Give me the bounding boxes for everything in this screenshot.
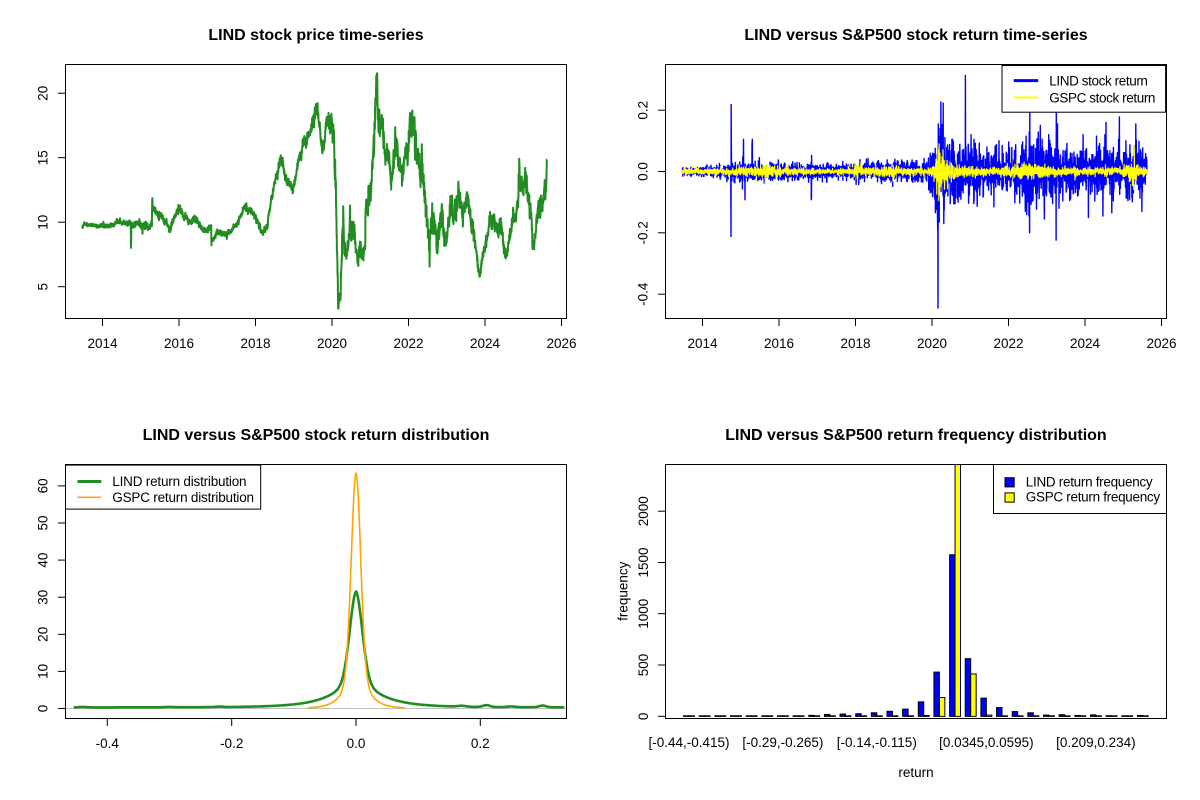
svg-text:2026: 2026 (1146, 336, 1176, 351)
svg-text:0.2: 0.2 (636, 101, 651, 120)
svg-text:60: 60 (36, 478, 51, 493)
svg-text:return: return (898, 765, 933, 780)
svg-text:-0.2: -0.2 (220, 736, 243, 751)
svg-text:2014: 2014 (687, 336, 718, 351)
svg-text:2024: 2024 (470, 336, 501, 351)
svg-text:-0.4: -0.4 (96, 736, 120, 751)
svg-text:[0.209,0.234): [0.209,0.234) (1056, 735, 1136, 750)
svg-text:2026: 2026 (546, 336, 576, 351)
svg-text:0: 0 (636, 713, 651, 721)
svg-text:20: 20 (36, 86, 51, 101)
svg-text:20: 20 (36, 627, 51, 642)
svg-text:0: 0 (36, 705, 51, 713)
svg-text:0.0: 0.0 (636, 162, 651, 181)
svg-text:2020: 2020 (917, 336, 947, 351)
svg-text:LIND versus S&P500 stock retur: LIND versus S&P500 stock return time-ser… (744, 27, 1087, 44)
svg-text:GSPC stock return: GSPC stock return (1049, 90, 1155, 105)
svg-text:0.2: 0.2 (471, 736, 490, 751)
svg-text:[0.0345,0.0595): [0.0345,0.0595) (939, 735, 1034, 750)
svg-text:2018: 2018 (240, 336, 270, 351)
svg-text:40: 40 (36, 553, 51, 568)
svg-text:LIND stock price time-series: LIND stock price time-series (208, 27, 423, 44)
svg-text:2022: 2022 (993, 336, 1023, 351)
svg-text:[-0.44,-0.415): [-0.44,-0.415) (648, 735, 729, 750)
svg-text:15: 15 (36, 150, 51, 165)
svg-text:-0.2: -0.2 (636, 221, 651, 244)
svg-text:500: 500 (636, 654, 651, 677)
svg-text:LIND versus S&P500 return freq: LIND versus S&P500 return frequency dist… (725, 427, 1106, 444)
svg-text:50: 50 (36, 515, 51, 530)
svg-text:5: 5 (36, 283, 51, 291)
svg-text:1500: 1500 (636, 547, 651, 577)
svg-text:2024: 2024 (1070, 336, 1101, 351)
svg-text:30: 30 (36, 590, 51, 605)
svg-text:0.0: 0.0 (347, 736, 366, 751)
svg-text:10: 10 (36, 664, 51, 679)
svg-text:10: 10 (36, 215, 51, 230)
svg-text:1000: 1000 (636, 599, 651, 629)
svg-text:2016: 2016 (764, 336, 794, 351)
svg-text:LIND versus S&P500 stock retur: LIND versus S&P500 stock return distribu… (143, 427, 490, 444)
svg-text:LIND return frequency: LIND return frequency (1026, 475, 1153, 490)
svg-text:[-0.29,-0.265): [-0.29,-0.265) (742, 735, 823, 750)
svg-text:GSPC return distribution: GSPC return distribution (112, 490, 254, 505)
svg-text:2016: 2016 (164, 336, 194, 351)
svg-text:-0.4: -0.4 (636, 282, 651, 306)
svg-text:2018: 2018 (840, 336, 870, 351)
svg-text:2014: 2014 (87, 336, 118, 351)
svg-text:LIND stock return: LIND stock return (1049, 73, 1147, 88)
svg-text:[-0.14,-0.115): [-0.14,-0.115) (837, 735, 917, 750)
svg-text:GSPC return frequency: GSPC return frequency (1026, 490, 1161, 505)
svg-text:frequency: frequency (616, 561, 631, 621)
svg-text:LIND return distribution: LIND return distribution (112, 474, 246, 489)
svg-text:2000: 2000 (636, 496, 651, 526)
svg-text:2022: 2022 (393, 336, 423, 351)
svg-text:2020: 2020 (317, 336, 347, 351)
